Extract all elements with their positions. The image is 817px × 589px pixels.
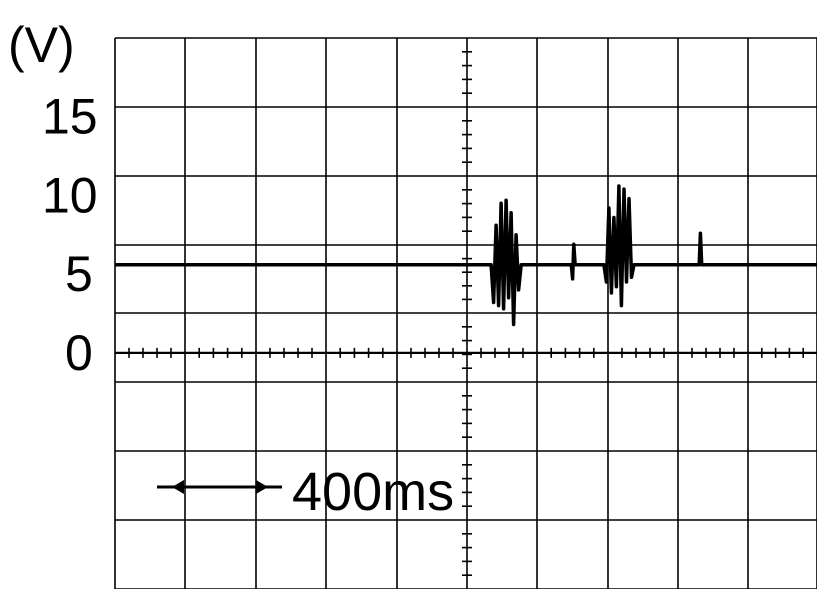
time-scale-label: 400ms <box>292 462 454 522</box>
voltage-trace <box>115 184 817 327</box>
minor-ticks <box>128 50 805 577</box>
y-tick-label-5: 5 <box>65 246 93 302</box>
y-tick-label-15: 15 <box>42 89 98 145</box>
axis-labels: (V) 15 10 5 0 <box>8 17 98 381</box>
y-tick-label-10: 10 <box>42 167 98 223</box>
y-unit-label: (V) <box>8 17 75 73</box>
time-scale-arrow-right <box>172 480 184 494</box>
series-line-0 <box>115 184 817 327</box>
time-scale-arrow-left <box>256 480 268 494</box>
time-scale-marker: 400ms <box>157 462 454 522</box>
y-tick-label-0: 0 <box>65 325 93 381</box>
